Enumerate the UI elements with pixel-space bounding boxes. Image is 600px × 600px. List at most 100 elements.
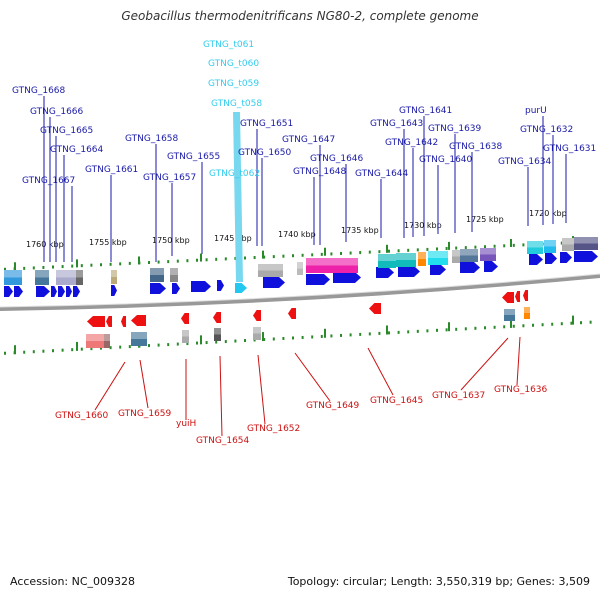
reverse-label-leader	[257, 354, 266, 425]
reverse-label-leader	[139, 359, 149, 409]
reverse-label-leader	[94, 361, 126, 411]
forward-gene-arrow	[217, 280, 224, 291]
feature-box	[524, 307, 530, 319]
forward-gene-arrow	[376, 267, 394, 278]
feature-box-shine	[86, 334, 104, 341]
scale-label: 1720 kbp	[529, 209, 567, 218]
forward-gene-label: GTNG_1665	[40, 126, 93, 136]
feature-box	[86, 334, 104, 348]
reverse-gene-label: GTNG_1660	[55, 411, 109, 421]
scale-label: 1745 kbp	[214, 234, 252, 243]
forward-gene-label: GTNG_1632	[520, 125, 573, 135]
forward-gene-arrow	[51, 286, 57, 297]
feature-box-shine	[527, 241, 543, 248]
scale-label: 1735 kbp	[341, 226, 379, 235]
forward-gene-label: GTNG_1657	[143, 173, 196, 183]
forward-gene-arrow	[172, 283, 180, 294]
forward-gene-arrow	[545, 253, 557, 264]
forward-gene-arrow	[430, 264, 446, 275]
forward-gene-arrow	[263, 277, 285, 288]
feature-box	[35, 270, 49, 285]
feature-box	[574, 237, 598, 250]
feature-box	[131, 332, 147, 346]
trna-gene-label: GTNG_t059	[208, 79, 259, 89]
feature-box-shine	[544, 240, 556, 247]
feature-box	[297, 262, 303, 275]
reverse-gene-arrow	[515, 291, 520, 302]
feature-box-shine	[35, 270, 49, 278]
reverse-gene-arrow	[523, 290, 528, 301]
feature-box	[562, 238, 574, 251]
reverse-label-leader	[516, 336, 521, 386]
feature-box-shine	[104, 334, 110, 341]
feature-box-shine	[111, 270, 117, 277]
forward-gene-label: GTNG_1667	[22, 176, 75, 186]
forward-gene-label: GTNG_1661	[85, 165, 138, 175]
trna-gene-label: GTNG_t061	[203, 40, 254, 50]
trna-gene-label: GTNG_t058	[211, 99, 262, 109]
genome-backbone	[0, 274, 600, 311]
reverse-gene-label: GTNG_1654	[196, 436, 250, 446]
feature-box-shine	[480, 248, 496, 255]
reverse-gene-arrow	[131, 315, 146, 326]
feature-box-shine	[214, 328, 221, 335]
feature-box	[182, 330, 189, 343]
scale-labels: 1760 kbp 1755 kbp 1750 kbp 1745 kbp 1740 kbp…	[26, 209, 567, 249]
gene-tracks	[4, 112, 598, 348]
feature-box-shine	[170, 268, 178, 275]
feature-box-shine	[562, 238, 574, 245]
forward-gene-label: GTNG_1643	[370, 119, 423, 129]
forward-gene-arrow	[14, 286, 23, 297]
feature-box-shine	[396, 253, 416, 260]
forward-gene-arrow	[73, 286, 80, 297]
feature-box	[111, 270, 117, 284]
forward-gene-arrow	[460, 262, 480, 273]
feature-box-shine	[182, 330, 189, 337]
forward-gene-arrow	[191, 281, 211, 292]
feature-box	[56, 270, 76, 285]
feature-box	[306, 258, 358, 273]
reverse-gene-arrow	[502, 292, 514, 303]
scale-label: 1760 kbp	[26, 240, 64, 249]
feature-box-shine	[297, 262, 303, 269]
forward-gene-arrow	[58, 286, 65, 297]
reverse-gene-arrow	[121, 316, 126, 327]
forward-gene-label: GTNG_1650	[238, 148, 292, 158]
reverse-gene-arrow	[288, 308, 296, 319]
feature-box	[170, 268, 178, 282]
forward-gene-arrow	[36, 286, 50, 297]
reverse-gene-label: GTNG_1659	[118, 409, 172, 419]
forward-gene-label: GTNG_1638	[449, 142, 503, 152]
forward-gene-label: GTNG_1658	[125, 134, 179, 144]
feature-box-shine	[306, 258, 358, 266]
feature-box-shine	[428, 251, 448, 258]
forward-gene-label: GTNG_1641	[399, 106, 452, 116]
feature-box	[253, 327, 261, 340]
forward-gene-label: GTNG_1655	[167, 152, 220, 162]
forward-gene-label: GTNG_1647	[282, 135, 335, 145]
forward-gene-label: GTNG_1646	[310, 154, 364, 164]
scale-label: 1755 kbp	[89, 238, 127, 247]
reverse-gene-arrow	[369, 303, 381, 314]
forward-gene-arrow	[333, 272, 361, 283]
forward-gene-label: GTNG_1644	[355, 169, 409, 179]
forward-gene-arrow	[66, 286, 72, 297]
feature-box	[428, 251, 448, 265]
feature-box-shine	[150, 268, 164, 275]
forward-gene-label: GTNG_1668	[12, 86, 66, 96]
feature-box-shine	[253, 327, 261, 334]
feature-box-shine	[460, 249, 478, 256]
forward-gene-label: GTNG_1651	[240, 119, 293, 129]
feature-box	[418, 252, 426, 266]
forward-gene-label: GTNG_1631	[543, 144, 596, 154]
feature-box	[76, 270, 83, 285]
feature-box-shine	[452, 250, 460, 257]
forward-gene-label: GTNG_1640	[419, 155, 473, 165]
scale-label: 1730 kbp	[404, 221, 442, 230]
feature-box	[544, 240, 556, 253]
feature-box-shine	[524, 307, 530, 313]
reverse-label-leader	[367, 347, 394, 396]
scale-label: 1750 kbp	[152, 236, 190, 245]
genome-title: Geobacillus thermodenitrificans NG80-2, …	[121, 9, 479, 23]
